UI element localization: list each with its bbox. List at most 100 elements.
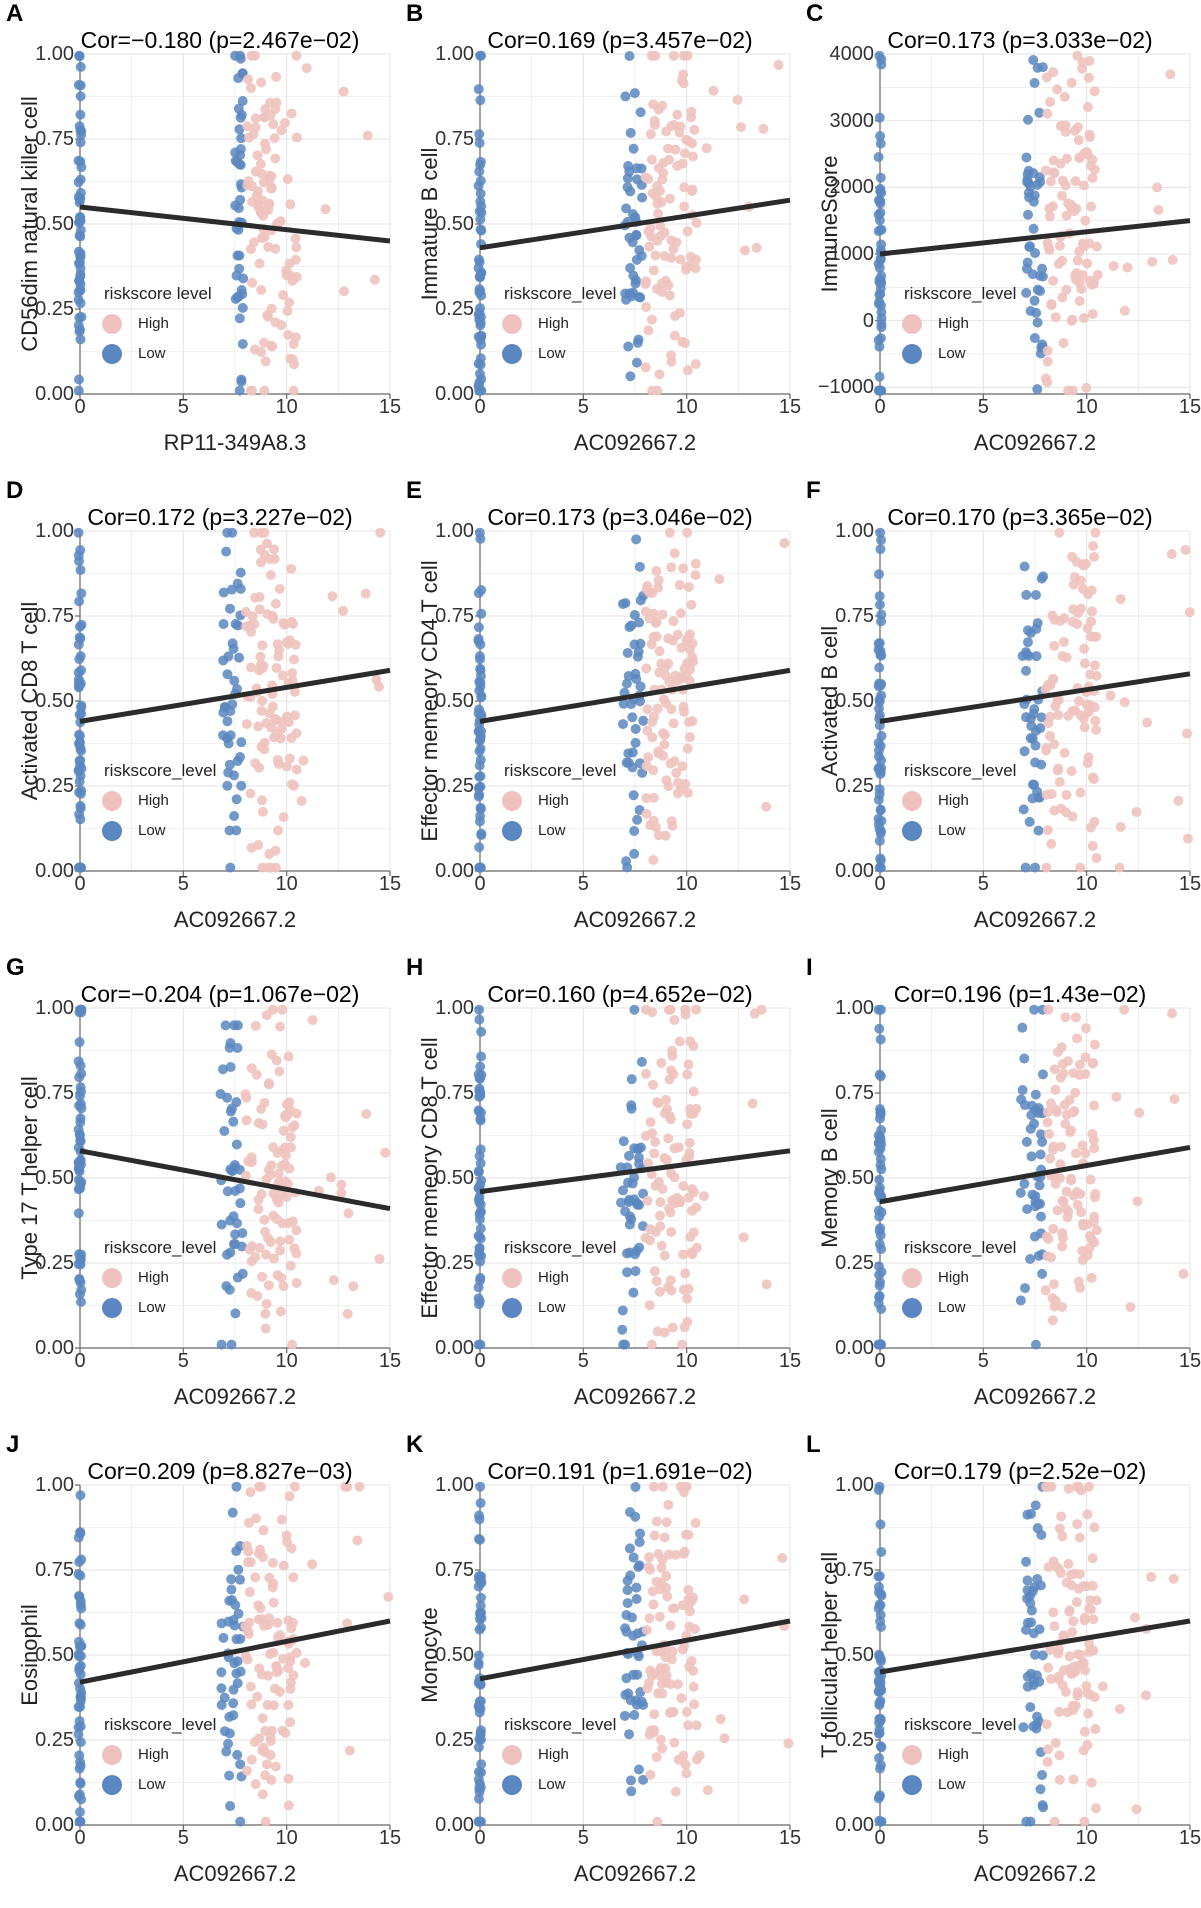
point-low	[76, 619, 87, 630]
point-high	[680, 1009, 691, 1020]
point-high	[240, 1170, 251, 1181]
point-high	[645, 223, 656, 234]
point-high	[657, 750, 668, 761]
y-tick-label: 2000	[829, 176, 875, 199]
point-high	[1045, 96, 1056, 107]
point-low	[75, 91, 86, 102]
x-tick-label: 15	[378, 1350, 402, 1372]
point-high	[1072, 1690, 1083, 1701]
point-low	[876, 609, 887, 620]
x-tick-label: 15	[1178, 873, 1201, 895]
point-high	[1087, 309, 1098, 320]
point-high	[658, 157, 669, 168]
point-low	[624, 1507, 635, 1518]
point-low	[225, 1062, 236, 1073]
point-high	[1045, 1644, 1056, 1655]
point-high	[251, 1069, 262, 1080]
point-high	[1063, 1558, 1074, 1569]
point-low	[74, 230, 85, 241]
point-low	[75, 269, 86, 280]
point-high	[659, 1250, 670, 1261]
point-low	[74, 776, 85, 787]
point-low	[74, 632, 85, 643]
x-axis-label: AC092667.2	[973, 1384, 1097, 1409]
point-high	[1059, 91, 1070, 102]
point-high	[374, 1253, 385, 1264]
point-low	[629, 826, 640, 837]
x-tick-label: 5	[977, 873, 989, 895]
point-high	[644, 1613, 655, 1624]
point-high	[338, 605, 349, 616]
point-low	[228, 1116, 239, 1127]
x-tick-label: 15	[378, 396, 402, 418]
point-low	[633, 646, 644, 657]
point-high	[242, 180, 253, 191]
point-high	[740, 245, 751, 256]
point-low	[624, 1211, 635, 1222]
point-low	[619, 1710, 630, 1721]
scatter-panel-d: D Cor=0.172 (p=3.227e−02) AC092667.2 Activa…	[0, 477, 401, 954]
point-high	[691, 217, 702, 228]
y-tick-label: 0.75	[35, 1082, 74, 1104]
point-high	[1063, 1206, 1074, 1217]
point-low	[235, 50, 246, 61]
point-high	[352, 1535, 363, 1546]
point-high	[1074, 152, 1085, 163]
point-low	[76, 1007, 87, 1018]
point-low	[876, 239, 887, 250]
point-high	[691, 1202, 702, 1213]
x-tick-label: 10	[675, 873, 698, 895]
point-low	[874, 1724, 885, 1735]
x-tick-label: 5	[577, 1827, 589, 1849]
point-high	[1056, 1511, 1067, 1522]
y-tick-label: 0.50	[435, 213, 474, 235]
point-low	[621, 203, 632, 214]
point-high	[1048, 1141, 1059, 1152]
point-high	[680, 148, 691, 159]
point-high	[1057, 255, 1068, 266]
point-low	[1036, 759, 1047, 770]
point-high	[683, 717, 694, 728]
point-high	[647, 732, 658, 743]
point-high	[244, 1587, 255, 1598]
point-high	[654, 1286, 665, 1297]
point-high	[256, 1481, 267, 1492]
point-low	[1028, 55, 1039, 66]
point-high	[287, 668, 298, 679]
point-high	[282, 174, 293, 185]
point-high	[260, 104, 271, 115]
point-high	[1059, 1099, 1070, 1110]
point-low	[225, 1801, 236, 1812]
point-low	[475, 224, 486, 235]
point-high	[278, 1560, 289, 1571]
point-high	[1114, 1703, 1125, 1714]
point-low	[237, 339, 248, 350]
point-high	[1045, 1673, 1056, 1684]
point-low	[230, 1308, 241, 1319]
point-high	[1082, 102, 1093, 113]
point-low	[875, 1004, 886, 1015]
point-high	[645, 820, 656, 831]
point-low	[873, 1793, 884, 1804]
point-low	[638, 715, 649, 726]
point-low	[1030, 1089, 1041, 1100]
point-high	[266, 303, 277, 314]
point-high	[1049, 1064, 1060, 1075]
point-low	[475, 1622, 486, 1633]
point-low	[874, 1023, 885, 1034]
legend-label-low: Low	[938, 345, 966, 362]
point-high	[667, 1045, 678, 1056]
point-low	[874, 1174, 885, 1185]
point-low	[474, 1192, 485, 1203]
point-high	[1054, 527, 1065, 538]
point-high	[1046, 299, 1057, 310]
point-high	[261, 1299, 272, 1310]
point-low	[876, 535, 887, 546]
point-high	[1061, 284, 1072, 295]
point-high	[1091, 1595, 1102, 1606]
point-high	[1153, 204, 1164, 215]
point-low	[475, 731, 486, 742]
point-low	[75, 1086, 86, 1097]
point-low	[1032, 179, 1043, 190]
